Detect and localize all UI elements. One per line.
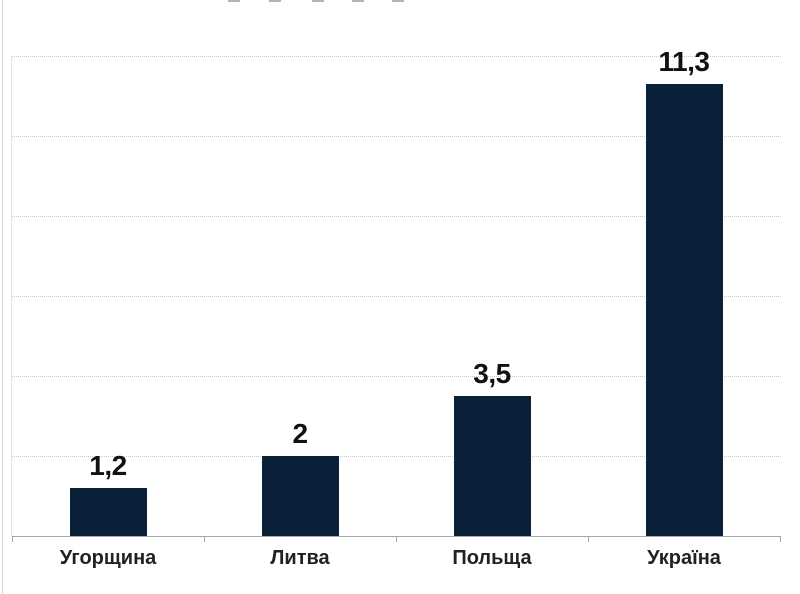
value-label-Угорщина: 1,2 <box>89 450 127 481</box>
gridline-12 <box>12 56 781 57</box>
bar-Україна <box>645 84 723 536</box>
title-remnant-dash <box>269 0 281 2</box>
y-axis-line <box>11 56 12 536</box>
left-edge-border <box>2 0 3 594</box>
value-label-Польща: 3,5 <box>473 358 511 389</box>
bar-Польща <box>453 396 531 536</box>
category-label-Литва: Литва <box>270 547 330 569</box>
title-remnant-dash <box>228 0 240 2</box>
title-remnant-dash <box>392 0 404 2</box>
gridline-8 <box>12 216 781 217</box>
gridline-10 <box>12 136 781 137</box>
category-label-Україна: Україна <box>647 547 721 569</box>
bar-Угорщина <box>69 488 147 536</box>
gridline-4 <box>12 376 781 377</box>
category-label-Угорщина: Угорщина <box>59 547 157 569</box>
category-label-Польща: Польща <box>452 547 532 569</box>
value-label-Литва: 2 <box>292 418 308 449</box>
x-axis-tick <box>588 536 589 542</box>
x-axis-tick <box>780 536 781 542</box>
gridline-2 <box>12 456 781 457</box>
gridline-6 <box>12 296 781 297</box>
x-axis-tick <box>396 536 397 542</box>
title-remnant-dash <box>352 0 364 2</box>
bar-Литва <box>261 456 339 536</box>
x-axis-tick <box>204 536 205 542</box>
value-label-Україна: 11,3 <box>658 46 710 77</box>
x-axis-tick <box>12 536 13 542</box>
title-remnant-dash <box>312 0 324 2</box>
